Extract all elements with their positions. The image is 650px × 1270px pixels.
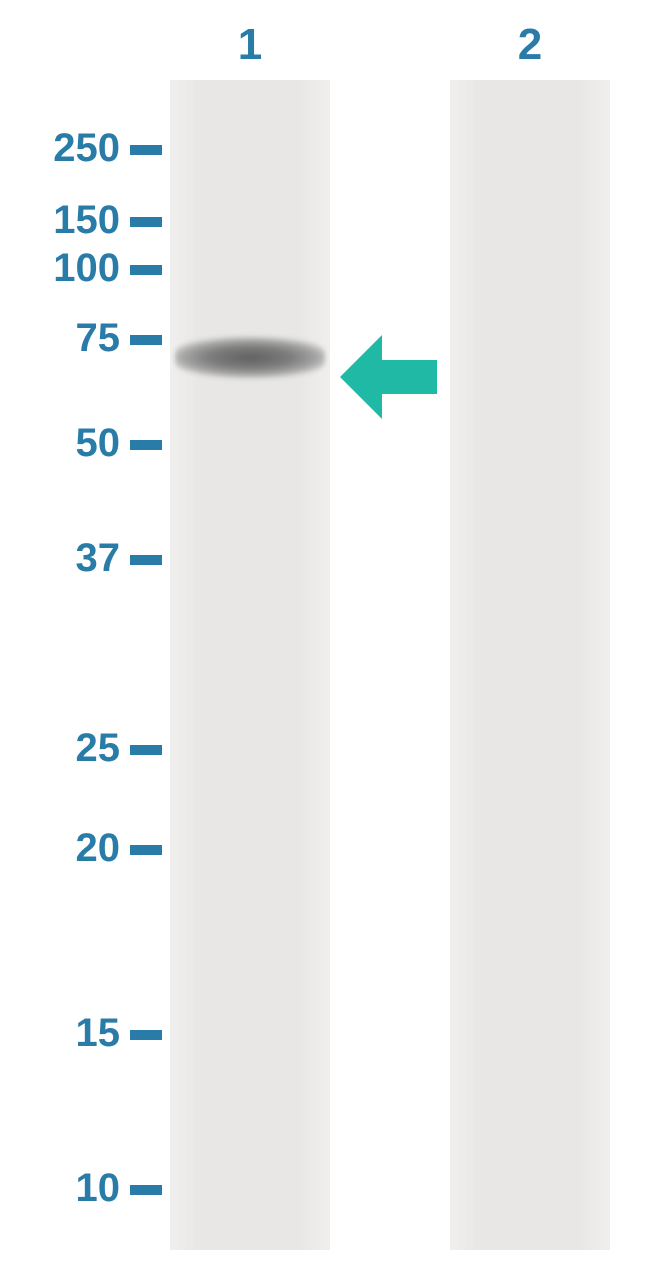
arrow-head-icon bbox=[340, 335, 382, 419]
marker-label-100: 100 bbox=[53, 246, 120, 291]
marker-label-75: 75 bbox=[76, 316, 121, 361]
marker-tick-150 bbox=[130, 217, 162, 227]
marker-label-15: 15 bbox=[76, 1011, 121, 1056]
marker-tick-20 bbox=[130, 845, 162, 855]
marker-tick-15 bbox=[130, 1030, 162, 1040]
lane-2 bbox=[450, 80, 610, 1250]
arrow-body bbox=[382, 360, 437, 394]
lane-2-label: 2 bbox=[518, 20, 542, 69]
lane-2-header: 2 bbox=[500, 20, 560, 70]
marker-label-150: 150 bbox=[53, 198, 120, 243]
marker-tick-100 bbox=[130, 265, 162, 275]
lane-1-header: 1 bbox=[220, 20, 280, 70]
marker-label-250: 250 bbox=[53, 126, 120, 171]
western-blot-container: 1 2 250 150100 75 50 37 25 20 15 10 bbox=[0, 0, 650, 1270]
protein-band bbox=[175, 335, 325, 380]
marker-tick-10 bbox=[130, 1185, 162, 1195]
marker-label-25: 25 bbox=[76, 726, 121, 771]
marker-label-20: 20 bbox=[76, 826, 121, 871]
marker-label-37: 37 bbox=[76, 536, 121, 581]
marker-tick-25 bbox=[130, 745, 162, 755]
lane-1-label: 1 bbox=[238, 20, 262, 69]
marker-tick-75 bbox=[130, 335, 162, 345]
marker-label-50: 50 bbox=[76, 421, 121, 466]
marker-tick-37 bbox=[130, 555, 162, 565]
marker-tick-50 bbox=[130, 440, 162, 450]
indicator-arrow bbox=[340, 335, 437, 419]
marker-tick-250 bbox=[130, 145, 162, 155]
lane-1 bbox=[170, 80, 330, 1250]
marker-label-10: 10 bbox=[76, 1166, 121, 1211]
